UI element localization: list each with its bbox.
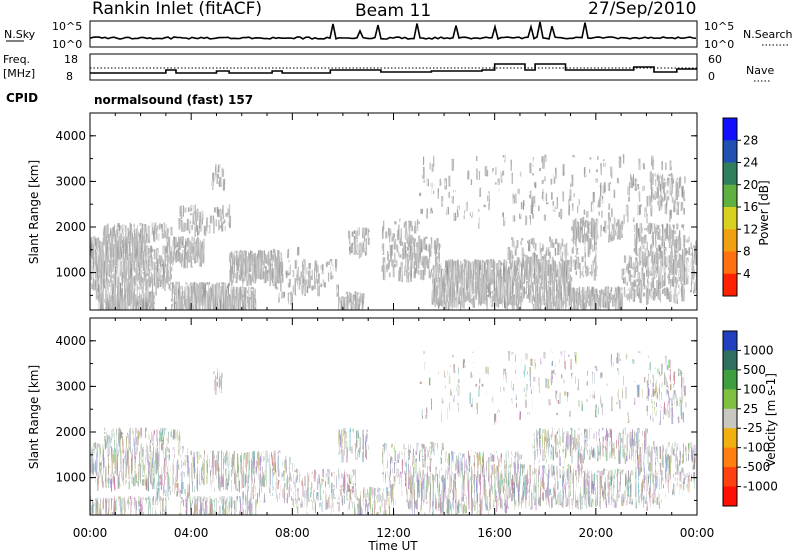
time-xlabel: Time UT	[367, 539, 418, 553]
colorbar-swatch	[723, 428, 737, 449]
colorbar-tick-label: 500	[743, 363, 766, 377]
colorbar-tick-label: 16	[743, 200, 758, 214]
ytick-label: 2000	[55, 220, 86, 234]
freq-panel: Freq. [MHz] 18 8 60 0 Nave	[3, 53, 774, 83]
colorbar-swatch	[723, 207, 737, 230]
colorbar-tick-label: 25	[743, 402, 758, 416]
colorbar-tick-label: 20	[743, 178, 758, 192]
xtick-label: 04:00	[174, 526, 209, 540]
cpid-label: CPID	[6, 91, 38, 105]
nsearch-tick-bottom: 10^0	[704, 38, 734, 51]
colorbar-tick-label: 8	[743, 245, 751, 259]
power-data	[90, 154, 697, 310]
nsky-tick-bottom: 10^0	[52, 38, 82, 51]
colorbar-tick-label: 28	[743, 133, 758, 147]
xtick-label: 20:00	[579, 526, 614, 540]
colorbar-swatch	[723, 118, 737, 141]
xtick-label: 16:00	[477, 526, 512, 540]
freq-tick-top: 18	[64, 53, 78, 66]
nsearch-tick-top: 10^5	[704, 20, 734, 33]
colorbar-tick-label: 12	[743, 222, 758, 236]
ytick-label: 3000	[55, 174, 86, 188]
colorbar-swatch	[723, 229, 737, 252]
nave-tick-bottom: 0	[708, 70, 715, 83]
nsky-trace	[89, 21, 697, 41]
velocity-colorbar: 1000 500 100 25 -25 -100 -500 -1000	[722, 330, 778, 507]
freq-trace	[90, 63, 697, 74]
nave-label: Nave	[746, 64, 774, 77]
colorbar-swatch	[723, 408, 737, 429]
ytick-label: 2000	[55, 425, 86, 439]
colorbar-tick-label: -500	[743, 460, 770, 474]
colorbar-swatch	[723, 389, 737, 410]
colorbar-swatch	[723, 350, 737, 371]
colorbar-tick-label: 4	[743, 267, 751, 281]
colorbar-swatch	[723, 184, 737, 208]
power-panel: 1000 2000 3000 4000 Slant Range [km] 4 8 12 16…	[27, 112, 771, 311]
colorbar-tick-label: -25	[743, 421, 763, 435]
nsky-tick-top: 10^5	[52, 20, 82, 33]
ytick-label: 1000	[55, 266, 86, 280]
colorbar-swatch	[723, 369, 737, 390]
colorbar-swatch	[723, 273, 737, 297]
time-xticks: 00:00 04:00 08:00 12:00 16:00 20:00 00:00	[73, 113, 715, 540]
velocity-data	[90, 350, 697, 515]
velocity-colorbar-label: Velocity [m s-1]	[764, 373, 778, 467]
power-ylabel: Slant Range [km]	[27, 160, 41, 264]
velocity-ylabel: Slant Range [km]	[27, 365, 41, 469]
colorbar-swatch	[723, 140, 737, 163]
xtick-label: 00:00	[680, 526, 715, 540]
nsky-label: N.Sky	[4, 28, 36, 41]
colorbar-swatch	[723, 162, 737, 186]
colorbar-tick-label: -1000	[743, 480, 778, 494]
velocity-panel: 1000 2000 3000 4000 Slant Range [km] 1000 50…	[27, 113, 778, 553]
colorbar-swatch	[723, 331, 737, 351]
xtick-label: 08:00	[275, 526, 310, 540]
power-colorbar: 4 8 12 16 20 24 28	[722, 117, 758, 297]
beam-title: Beam 11	[355, 1, 431, 21]
power-colorbar-label: Power [dB]	[757, 180, 771, 245]
colorbar-swatch	[723, 447, 737, 468]
colorbar-tick-label: 100	[743, 382, 766, 396]
colorbar-swatch	[723, 467, 737, 488]
xtick-label: 00:00	[73, 526, 108, 540]
freq-label-1: Freq.	[3, 53, 30, 66]
ytick-label: 4000	[55, 129, 86, 143]
colorbar-swatch	[723, 486, 737, 507]
colorbar-tick-label: 1000	[743, 343, 774, 357]
ytick-label: 4000	[55, 334, 86, 348]
power-yticks: 1000 2000 3000 4000	[55, 129, 697, 296]
date-title: 27/Sep/2010	[588, 0, 696, 19]
colorbar-tick-label: 24	[743, 156, 758, 170]
nsky-panel: N.Sky 10^5 10^0 10^5 10^0 N.Search	[4, 20, 793, 51]
colorbar-tick-label: -100	[743, 441, 770, 455]
colorbar-swatch	[723, 251, 737, 275]
station-title: Rankin Inlet (fitACF)	[92, 0, 262, 19]
nave-tick-top: 60	[708, 53, 722, 66]
ytick-label: 3000	[55, 379, 86, 393]
xtick-label: 12:00	[376, 526, 411, 540]
freq-label-2: [MHz]	[3, 67, 35, 80]
nsearch-label: N.Search	[743, 28, 793, 41]
ytick-label: 1000	[55, 471, 86, 485]
cpid-value: normalsound (fast) 157	[94, 93, 253, 107]
velocity-yticks: 1000 2000 3000 4000	[55, 334, 697, 501]
freq-tick-bottom: 8	[66, 70, 73, 83]
